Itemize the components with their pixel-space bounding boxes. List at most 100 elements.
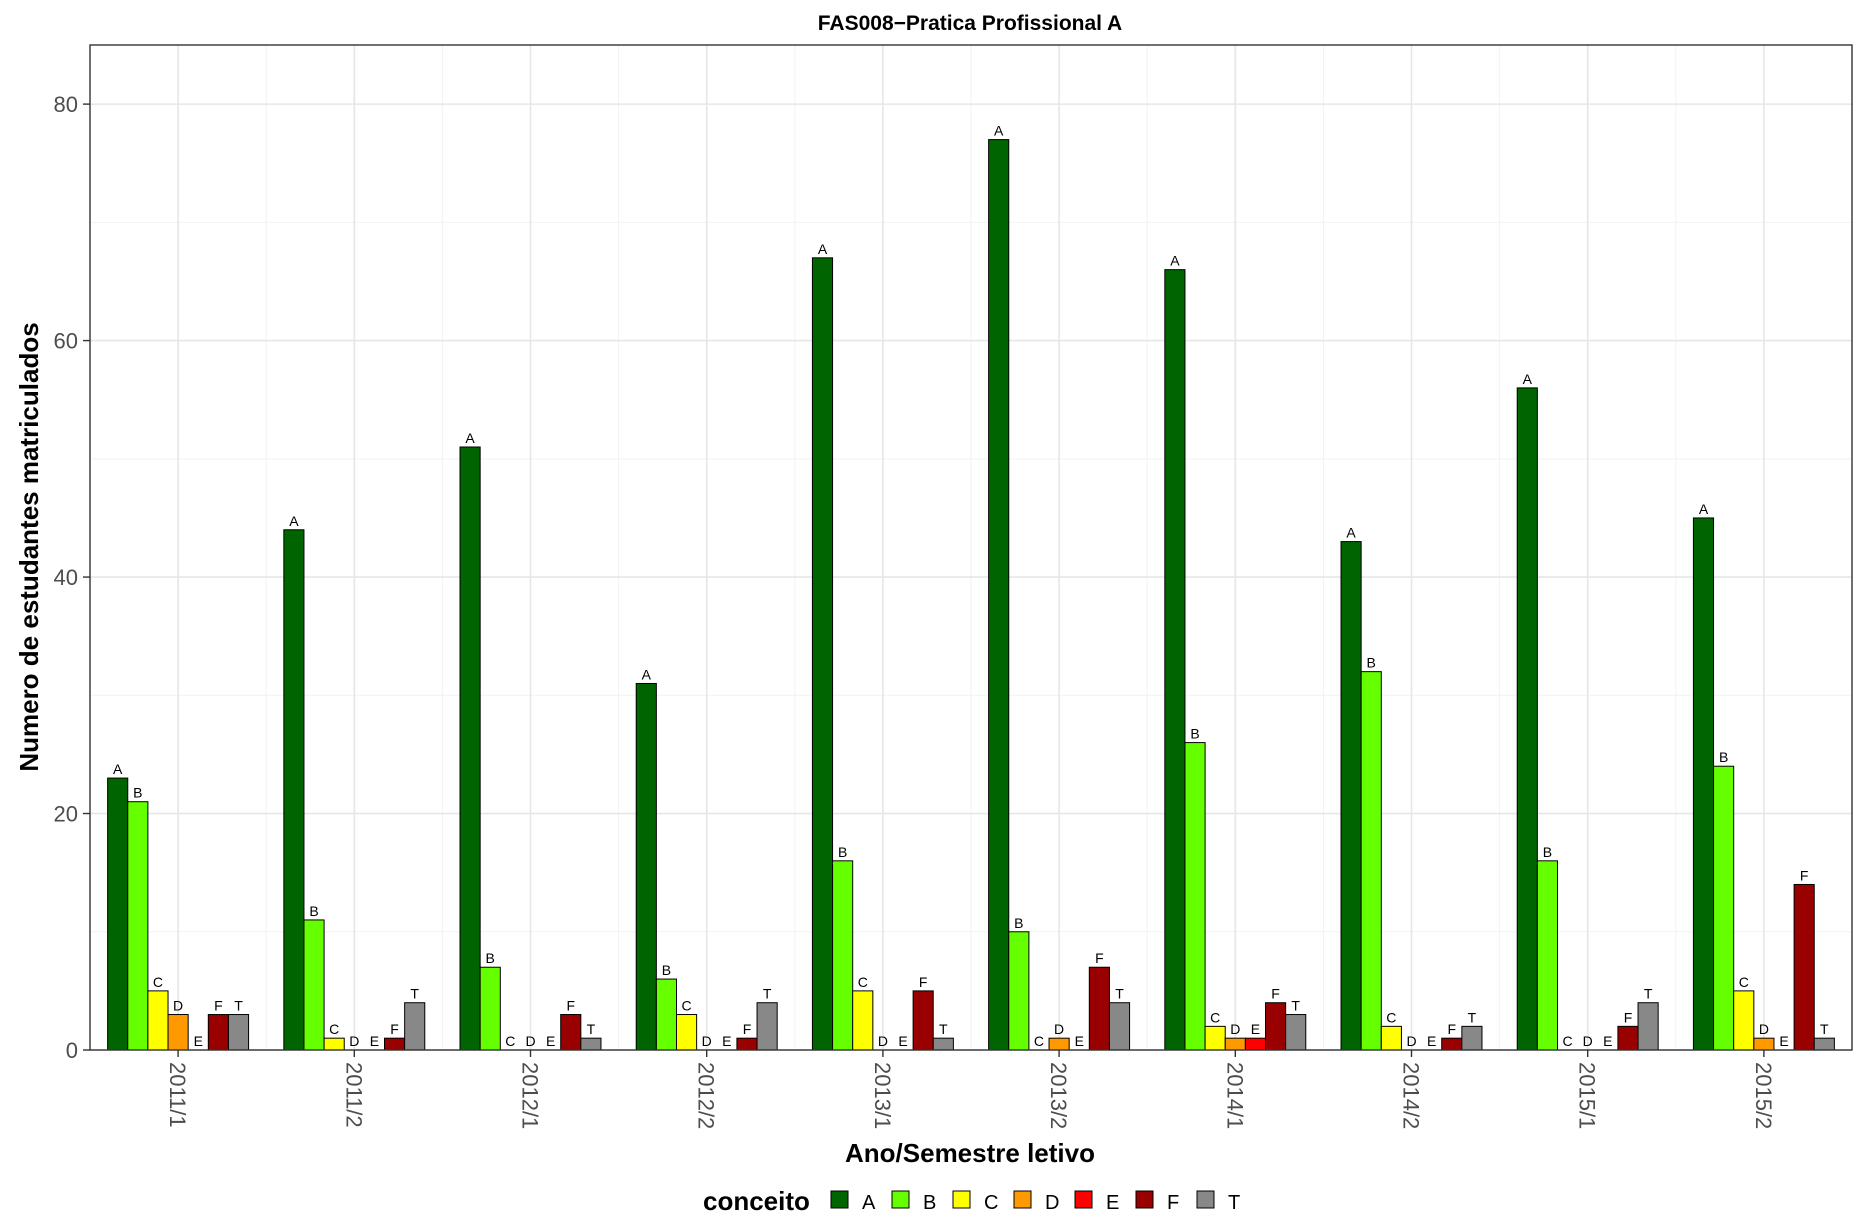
bar-label-D: D	[1054, 1021, 1064, 1037]
legend-key-F	[1135, 1190, 1154, 1209]
bar-F-2014/1	[1265, 1002, 1287, 1051]
bar-label-T: T	[1820, 1021, 1829, 1037]
bar-B-2011/2	[303, 919, 325, 1051]
legend-title: conceito	[703, 1186, 810, 1212]
bars	[107, 139, 1835, 1051]
legend-label-F: F	[1167, 1192, 1179, 1212]
bar-C-2013/1	[852, 990, 874, 1051]
bar-A-2012/1	[459, 446, 481, 1051]
bar-D-2015/2	[1753, 1037, 1775, 1051]
bar-label-T: T	[234, 998, 243, 1014]
bar-label-D: D	[349, 1033, 359, 1049]
bar-T-2011/2	[404, 1002, 426, 1051]
bar-F-2014/2	[1441, 1037, 1463, 1051]
x-tick-label: 2012/2	[694, 1062, 719, 1129]
bar-label-B: B	[133, 785, 142, 801]
legend-label-D: D	[1045, 1192, 1059, 1212]
bar-label-B: B	[662, 962, 671, 978]
legend-label-A: A	[862, 1192, 876, 1212]
bar-T-2012/2	[756, 1002, 778, 1051]
bar-A-2015/1	[1516, 387, 1538, 1051]
bar-T-2015/2	[1813, 1037, 1835, 1051]
y-tick-label: 60	[54, 329, 78, 354]
bar-label-B: B	[1014, 915, 1023, 931]
bar-label-A: A	[994, 123, 1004, 139]
bar-label-A: A	[113, 761, 123, 777]
bar-F-2012/1	[560, 1014, 582, 1051]
x-tick-label: 2015/1	[1575, 1062, 1600, 1129]
bar-label-D: D	[1406, 1033, 1416, 1049]
bar-label-A: A	[1699, 501, 1709, 517]
bar-label-F: F	[1624, 1009, 1633, 1025]
bar-C-2014/1	[1204, 1025, 1226, 1051]
bar-D-2014/1	[1224, 1037, 1246, 1051]
bar-D-2011/1	[167, 1014, 189, 1051]
bar-B-2011/1	[127, 801, 149, 1051]
bar-label-A: A	[1346, 525, 1356, 541]
bar-label-E: E	[898, 1033, 907, 1049]
x-tick-label: 2014/1	[1222, 1062, 1247, 1129]
bar-A-2011/2	[283, 529, 305, 1051]
bar-F-2013/1	[912, 990, 934, 1051]
bar-label-T: T	[1291, 998, 1300, 1014]
bar-label-F: F	[743, 1021, 752, 1037]
bar-label-D: D	[702, 1033, 712, 1049]
legend-label-B: B	[923, 1192, 936, 1212]
bar-T-2014/1	[1285, 1014, 1307, 1051]
bar-B-2013/1	[832, 860, 854, 1051]
bar-label-B: B	[838, 844, 847, 860]
bar-C-2012/2	[675, 1014, 698, 1051]
bar-label-B: B	[1543, 844, 1552, 860]
bar-A-2013/2	[988, 139, 1010, 1051]
bar-label-D: D	[1759, 1021, 1769, 1037]
bar-label-C: C	[1386, 1009, 1396, 1025]
bar-A-2013/1	[811, 257, 834, 1051]
bar-label-B: B	[486, 950, 495, 966]
legend-label-T: T	[1228, 1192, 1240, 1212]
bar-label-F: F	[1271, 986, 1280, 1002]
bar-label-F: F	[1095, 950, 1104, 966]
legend-key-E	[1074, 1190, 1093, 1209]
bar-B-2015/1	[1536, 860, 1558, 1051]
legend-key-B	[891, 1190, 910, 1209]
bar-C-2014/2	[1380, 1025, 1402, 1051]
bar-label-T: T	[763, 986, 772, 1002]
x-tick-label: 2014/2	[1399, 1062, 1424, 1129]
bar-B-2015/2	[1713, 765, 1735, 1051]
legend-label-C: C	[984, 1192, 998, 1212]
plot-panel-border	[89, 44, 1853, 1051]
bar-label-T: T	[1644, 986, 1653, 1002]
bar-T-2013/2	[1108, 1002, 1131, 1051]
legend-label-E: E	[1106, 1192, 1119, 1212]
bar-A-2014/2	[1340, 541, 1362, 1051]
bar-label-B: B	[1719, 749, 1728, 765]
bar-label-E: E	[1603, 1033, 1612, 1049]
bar-B-2014/1	[1184, 742, 1206, 1051]
bar-label-F: F	[919, 974, 928, 990]
bar-label-D: D	[1583, 1033, 1593, 1049]
bar-B-2012/2	[655, 978, 677, 1051]
y-axis: 0 20 40 60 80	[54, 92, 90, 1063]
y-tick-label: 20	[54, 802, 78, 827]
bar-label-C: C	[858, 974, 868, 990]
bar-F-2015/2	[1793, 883, 1815, 1051]
bar-B-2012/1	[479, 966, 501, 1051]
bar-label-C: C	[1563, 1033, 1573, 1049]
bar-A-2015/2	[1692, 517, 1715, 1051]
bar-label-B: B	[309, 903, 318, 919]
x-tick-label: 2011/2	[341, 1062, 366, 1128]
bar-T-2012/1	[580, 1037, 602, 1051]
bar-F-2011/2	[384, 1037, 406, 1051]
bar-label-C: C	[682, 998, 692, 1014]
bar-E-2014/1	[1244, 1037, 1267, 1051]
legend-key-T	[1196, 1190, 1215, 1209]
bar-label-A: A	[642, 666, 652, 682]
bar-label-C: C	[1210, 1009, 1220, 1025]
bar-T-2014/2	[1461, 1025, 1483, 1051]
bar-label-E: E	[1075, 1033, 1084, 1049]
bar-label-E: E	[194, 1033, 203, 1049]
bar-F-2015/1	[1617, 1025, 1639, 1051]
legend: conceito A B C D E F T	[703, 1186, 1240, 1212]
bar-label-C: C	[1739, 974, 1749, 990]
x-tick-label: 2015/2	[1751, 1062, 1776, 1129]
